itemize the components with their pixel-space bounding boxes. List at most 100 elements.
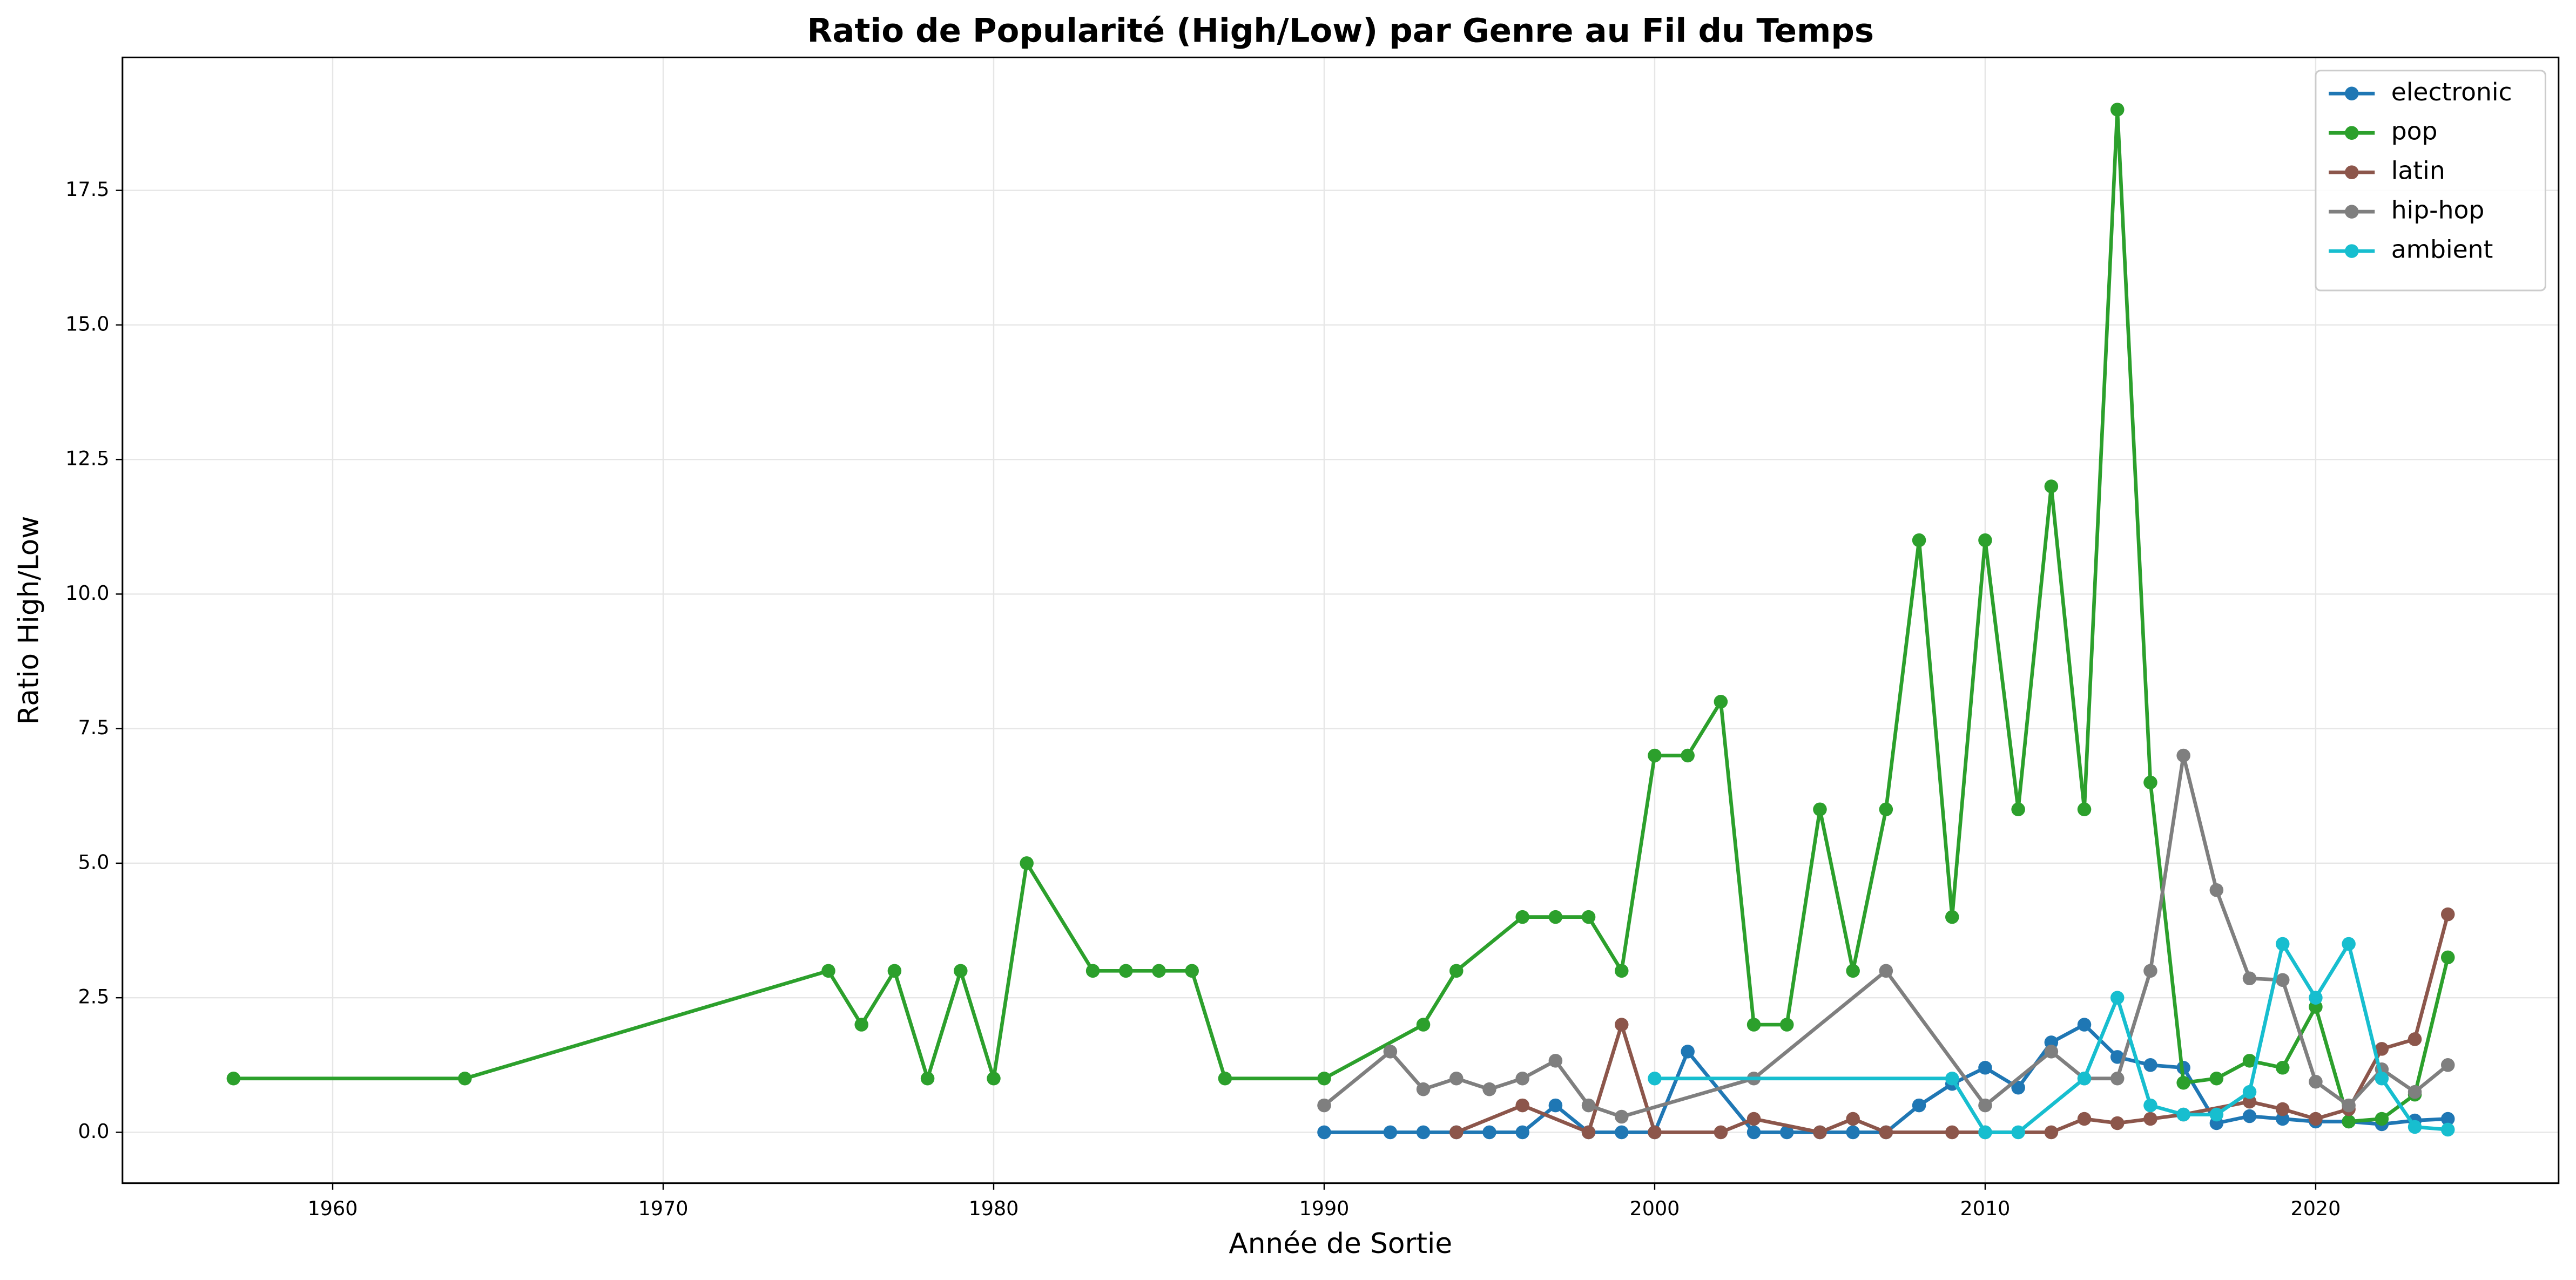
data-point bbox=[2440, 907, 2455, 922]
legend-marker bbox=[2344, 86, 2359, 101]
data-point bbox=[2440, 950, 2455, 965]
data-point bbox=[1581, 1125, 1596, 1140]
data-point bbox=[1085, 964, 1100, 978]
data-point bbox=[2309, 1112, 2323, 1126]
data-point bbox=[1119, 964, 1133, 978]
data-point bbox=[2110, 991, 2125, 1005]
data-point bbox=[2143, 1058, 2157, 1072]
legend-label: electronic bbox=[2391, 78, 2512, 106]
legend-label: pop bbox=[2391, 117, 2438, 146]
data-point bbox=[2275, 1102, 2290, 1116]
data-point bbox=[2342, 1114, 2356, 1129]
data-point bbox=[1978, 1125, 1992, 1140]
data-point bbox=[1846, 1125, 1860, 1140]
x-tick-label: 2020 bbox=[2291, 1197, 2341, 1220]
data-point bbox=[1383, 1045, 1398, 1059]
data-point bbox=[2242, 1109, 2257, 1123]
data-point bbox=[1416, 1082, 1431, 1096]
data-point bbox=[1416, 1018, 1431, 1032]
data-point bbox=[920, 1071, 935, 1086]
data-point bbox=[1548, 1098, 1563, 1113]
data-point bbox=[854, 1018, 868, 1032]
data-point bbox=[2242, 971, 2257, 986]
data-point bbox=[1482, 1082, 1496, 1096]
x-tick-label: 1980 bbox=[969, 1197, 1019, 1220]
data-point bbox=[1152, 964, 1166, 978]
data-point bbox=[2176, 748, 2190, 763]
data-point bbox=[1648, 1071, 1662, 1086]
data-point bbox=[1615, 1018, 1629, 1032]
data-point bbox=[1317, 1098, 1331, 1113]
data-point bbox=[2242, 1054, 2257, 1068]
x-tick-label: 1960 bbox=[308, 1197, 358, 1220]
legend-marker bbox=[2344, 205, 2359, 219]
x-tick-label: 1990 bbox=[1299, 1197, 1350, 1220]
x-tick-label: 2010 bbox=[1960, 1197, 2011, 1220]
data-point bbox=[1648, 1125, 1662, 1140]
data-point bbox=[2011, 1080, 2025, 1095]
data-point bbox=[2440, 1058, 2455, 1072]
data-point bbox=[887, 964, 902, 978]
data-point bbox=[1185, 964, 1199, 978]
data-point bbox=[1879, 802, 1893, 816]
data-point bbox=[2143, 775, 2157, 790]
data-point bbox=[2440, 1112, 2455, 1126]
legend-label: latin bbox=[2391, 157, 2445, 185]
data-point bbox=[1449, 1125, 1464, 1140]
data-point bbox=[1978, 533, 1992, 547]
y-tick-label: 0.0 bbox=[78, 1120, 109, 1143]
data-point bbox=[2275, 1112, 2290, 1126]
data-point bbox=[2275, 1061, 2290, 1075]
data-point bbox=[1846, 964, 1860, 978]
legend-label: hip-hop bbox=[2391, 196, 2485, 225]
data-point bbox=[2044, 479, 2059, 493]
data-point bbox=[1746, 1125, 1761, 1140]
data-point bbox=[2242, 1085, 2257, 1099]
data-point bbox=[1020, 856, 1034, 870]
y-tick-label: 17.5 bbox=[65, 178, 109, 201]
x-tick-label: 2000 bbox=[1630, 1197, 1680, 1220]
data-point bbox=[2077, 1018, 2092, 1032]
data-point bbox=[1945, 1125, 1959, 1140]
data-point bbox=[1515, 1071, 1529, 1086]
data-point bbox=[1978, 1098, 1992, 1113]
data-point bbox=[2408, 1120, 2422, 1134]
data-point bbox=[2011, 1125, 2025, 1140]
data-point bbox=[1416, 1125, 1431, 1140]
legend-marker bbox=[2344, 244, 2359, 258]
series-line bbox=[233, 107, 2450, 1123]
data-point bbox=[1615, 1109, 1629, 1124]
data-point bbox=[1317, 1071, 1331, 1086]
data-point bbox=[2375, 1042, 2389, 1056]
data-point bbox=[987, 1071, 1001, 1086]
legend-marker bbox=[2344, 165, 2359, 179]
data-point bbox=[1746, 1112, 1761, 1126]
data-point bbox=[2408, 1032, 2422, 1046]
data-point bbox=[1648, 748, 1662, 763]
data-point bbox=[1615, 1125, 1629, 1140]
data-point bbox=[1515, 910, 1529, 924]
data-point bbox=[226, 1071, 241, 1086]
data-point bbox=[1449, 964, 1464, 978]
data-point bbox=[2309, 1074, 2323, 1089]
data-point bbox=[1714, 695, 1728, 709]
data-point bbox=[1978, 1061, 1992, 1075]
legend-label: ambient bbox=[2391, 235, 2493, 264]
data-point bbox=[1714, 1125, 1728, 1140]
data-point bbox=[2242, 1094, 2257, 1109]
data-point bbox=[1779, 1018, 1794, 1032]
y-tick-label: 7.5 bbox=[78, 716, 109, 739]
data-point bbox=[2044, 1125, 2059, 1140]
data-point bbox=[1548, 1054, 1563, 1068]
data-point bbox=[1482, 1125, 1496, 1140]
data-point bbox=[2110, 103, 2125, 117]
data-point bbox=[1548, 910, 1563, 924]
data-point bbox=[2110, 1116, 2125, 1130]
data-point bbox=[1681, 748, 1695, 763]
data-point bbox=[2077, 1112, 2092, 1126]
data-point bbox=[1879, 1125, 1893, 1140]
data-point bbox=[1813, 802, 1827, 816]
data-point bbox=[2342, 937, 2356, 951]
